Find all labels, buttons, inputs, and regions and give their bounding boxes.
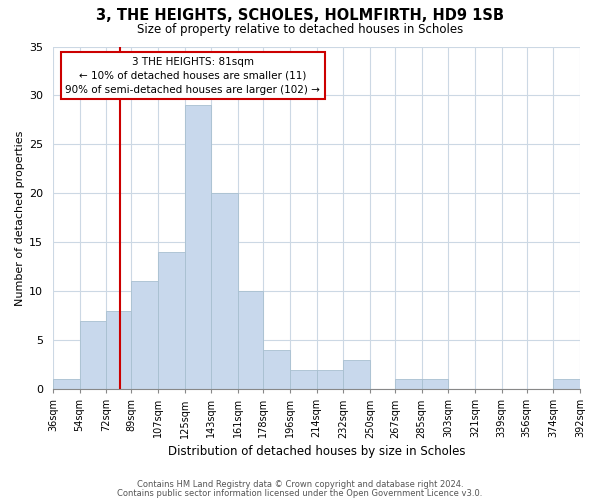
X-axis label: Distribution of detached houses by size in Scholes: Distribution of detached houses by size … [168, 444, 465, 458]
Bar [211, 194, 238, 389]
Bar [158, 252, 185, 389]
Bar [395, 380, 422, 389]
Text: 3 THE HEIGHTS: 81sqm
← 10% of detached houses are smaller (11)
90% of semi-detac: 3 THE HEIGHTS: 81sqm ← 10% of detached h… [65, 57, 320, 95]
Bar [53, 380, 80, 389]
Text: Size of property relative to detached houses in Scholes: Size of property relative to detached ho… [137, 22, 463, 36]
Text: 3, THE HEIGHTS, SCHOLES, HOLMFIRTH, HD9 1SB: 3, THE HEIGHTS, SCHOLES, HOLMFIRTH, HD9 … [96, 8, 504, 22]
Bar [422, 380, 448, 389]
Bar [317, 370, 343, 389]
Bar [106, 311, 131, 389]
Bar [131, 282, 158, 389]
Bar [343, 360, 370, 389]
Bar [553, 380, 580, 389]
Text: Contains HM Land Registry data © Crown copyright and database right 2024.: Contains HM Land Registry data © Crown c… [137, 480, 463, 489]
Bar [185, 105, 211, 389]
Y-axis label: Number of detached properties: Number of detached properties [15, 130, 25, 306]
Text: Contains public sector information licensed under the Open Government Licence v3: Contains public sector information licen… [118, 488, 482, 498]
Bar [238, 292, 263, 389]
Bar [290, 370, 317, 389]
Bar [80, 320, 106, 389]
Bar [263, 350, 290, 389]
